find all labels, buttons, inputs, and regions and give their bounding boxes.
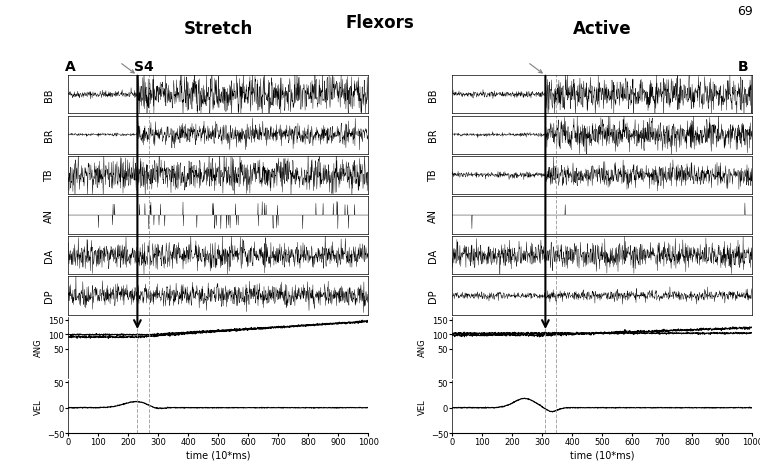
- Text: VEL: VEL: [34, 399, 43, 414]
- Text: ANG: ANG: [418, 338, 427, 357]
- Text: BB: BB: [44, 89, 54, 102]
- Text: Flexors: Flexors: [346, 14, 414, 32]
- Text: AN: AN: [44, 208, 54, 223]
- Text: DP: DP: [44, 289, 54, 303]
- Text: Active: Active: [573, 20, 632, 38]
- Text: DA: DA: [44, 248, 54, 263]
- Text: BB: BB: [428, 89, 438, 102]
- X-axis label: time (10*ms): time (10*ms): [570, 449, 635, 459]
- Text: AN: AN: [428, 208, 438, 223]
- Text: BR: BR: [44, 129, 54, 142]
- Text: DA: DA: [428, 248, 438, 263]
- Text: S4: S4: [134, 60, 154, 74]
- Text: TB: TB: [44, 169, 54, 182]
- Text: ANG: ANG: [34, 338, 43, 357]
- Text: Stretch: Stretch: [184, 20, 253, 38]
- Text: VEL: VEL: [418, 399, 427, 414]
- X-axis label: time (10*ms): time (10*ms): [186, 449, 251, 459]
- Text: 69: 69: [736, 5, 752, 18]
- Text: DP: DP: [428, 289, 438, 303]
- Text: A: A: [65, 60, 75, 74]
- Text: B: B: [738, 60, 749, 74]
- Text: TB: TB: [428, 169, 438, 182]
- Text: BR: BR: [428, 129, 438, 142]
